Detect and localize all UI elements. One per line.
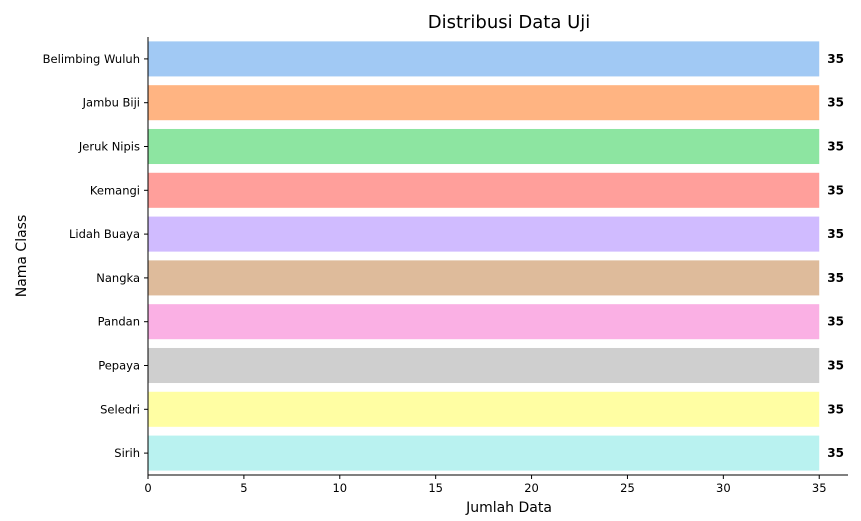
bar-sirih — [148, 435, 820, 471]
data-label: 35 — [827, 227, 844, 241]
y-tick-label: Seledri — [100, 402, 140, 416]
data-label: 35 — [827, 271, 844, 285]
data-label: 35 — [827, 183, 844, 197]
x-tick-label: 10 — [332, 481, 347, 495]
data-label: 35 — [827, 140, 844, 154]
y-tick-label: Belimbing Wuluh — [43, 52, 140, 66]
x-tick-label: 30 — [716, 481, 731, 495]
bars-layer: 35 35 35 35 35 35 35 35 35 35 — [148, 41, 844, 471]
bar-pandan — [148, 304, 820, 340]
data-label: 35 — [827, 96, 844, 110]
y-tick-label: Pepaya — [98, 359, 140, 373]
x-tick-label: 20 — [524, 481, 539, 495]
y-axis-label: Nama Class — [14, 215, 30, 298]
x-tick-label: 0 — [144, 481, 151, 495]
x-tick-label: 5 — [240, 481, 247, 495]
x-axis: 0 5 10 15 20 25 30 35 — [144, 474, 848, 495]
x-tick-label: 25 — [620, 481, 635, 495]
y-tick-label: Jeruk Nipis — [78, 140, 140, 154]
bar-lidah-buaya — [148, 216, 820, 252]
bar-jambu-biji — [148, 85, 820, 121]
y-tick-label: Pandan — [98, 315, 140, 329]
data-label: 35 — [827, 359, 844, 373]
x-tick-label: 15 — [428, 481, 443, 495]
x-axis-label: Jumlah Data — [465, 500, 552, 516]
data-label: 35 — [827, 446, 844, 460]
y-tick-label: Lidah Buaya — [69, 227, 140, 241]
bar-belimbing-wuluh — [148, 41, 820, 77]
y-tick-label: Nangka — [96, 271, 140, 285]
data-label: 35 — [827, 315, 844, 329]
data-label: 35 — [827, 402, 844, 416]
data-label: 35 — [827, 52, 844, 66]
bar-jeruk-nipis — [148, 128, 820, 165]
bar-pepaya — [148, 347, 820, 384]
y-tick-label: Sirih — [114, 446, 140, 460]
y-tick-label: Kemangi — [90, 183, 140, 197]
bar-nangka — [148, 260, 820, 296]
x-tick-label: 35 — [812, 481, 827, 495]
y-axis: Belimbing Wuluh Jambu Biji Jeruk Nipis Kema… — [43, 37, 149, 475]
bar-kemangi — [148, 172, 820, 208]
y-tick-label: Jambu Biji — [82, 96, 140, 110]
chart-title: Distribusi Data Uji — [428, 12, 591, 33]
bar-seledri — [148, 391, 820, 427]
